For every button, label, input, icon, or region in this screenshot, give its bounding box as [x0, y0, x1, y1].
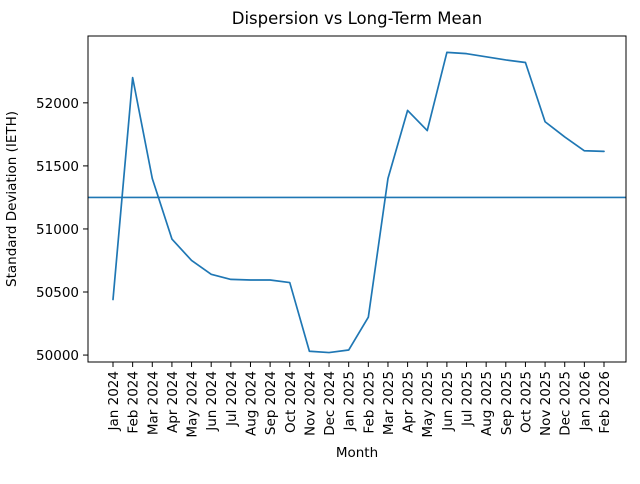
x-tick-label: Jun 2024: [204, 371, 220, 432]
x-tick-label: Mar 2025: [381, 371, 397, 435]
y-tick-label: 52000: [36, 96, 79, 112]
x-tick-label: May 2025: [420, 371, 436, 438]
axes-frame: [87, 35, 627, 363]
y-tick-label: 51500: [36, 159, 79, 175]
chart-title: Dispersion vs Long-Term Mean: [232, 9, 482, 28]
x-tick-label: Sep 2025: [499, 371, 515, 435]
x-axis-label: Month: [336, 445, 378, 461]
x-tick-label: Oct 2024: [283, 371, 299, 433]
x-tick-label: Jul 2025: [460, 371, 476, 427]
x-tick-label: Sep 2024: [263, 371, 279, 435]
data-series-line: [112, 51, 605, 354]
x-tick-label: Nov 2024: [302, 371, 318, 436]
x-tick-label: Nov 2025: [538, 371, 554, 436]
x-tick-label: Aug 2025: [479, 371, 495, 436]
x-tick-label: Mar 2024: [145, 371, 161, 435]
x-tick-label: Jul 2024: [224, 371, 240, 427]
x-tick-label: Jun 2025: [440, 371, 456, 432]
x-tick-label: Dec 2025: [558, 371, 574, 436]
x-tick-label: Oct 2025: [518, 371, 534, 433]
y-tick-label: 50500: [36, 285, 79, 301]
x-tick-label: Dec 2024: [322, 371, 338, 436]
x-tick-label: Aug 2024: [243, 371, 259, 436]
x-tick-label: Apr 2025: [401, 371, 417, 433]
y-tick-label: 50000: [36, 348, 79, 364]
x-tick-label: Apr 2024: [165, 371, 181, 433]
y-axis-label: Standard Deviation (IETH): [4, 111, 20, 287]
x-tick-label: Feb 2026: [597, 371, 613, 434]
x-tick-label: Jan 2026: [577, 371, 593, 431]
x-tick-label: Feb 2024: [126, 371, 142, 434]
y-tick-label: 51000: [36, 222, 79, 238]
x-tick-label: Jan 2024: [106, 371, 122, 431]
x-tick-label: Jan 2025: [342, 371, 358, 431]
x-tick-label: Feb 2025: [361, 371, 377, 434]
x-tick-label: May 2024: [185, 371, 201, 438]
